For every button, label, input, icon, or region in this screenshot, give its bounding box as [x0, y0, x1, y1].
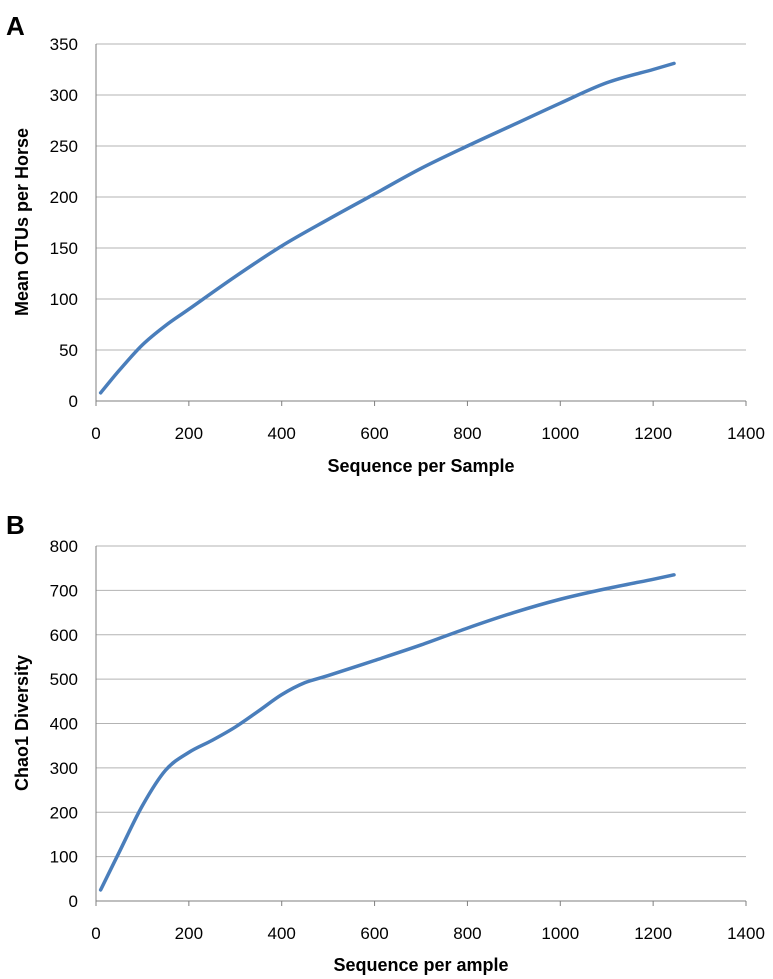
panel-a-x-tick-labels: 0 200 400 600 800 1000 1200 1400 [91, 424, 765, 443]
panel-b-axes [95, 546, 747, 906]
panel-a-y-tick-label: 50 [59, 341, 78, 360]
panel-b-y-tick-label: 400 [50, 715, 78, 734]
panel-a-x-tick-label: 1200 [634, 424, 672, 443]
panel-a-x-tick-label: 0 [91, 424, 100, 443]
panel-a-y-tick-label: 350 [50, 35, 78, 54]
panel-b-y-tick-labels: 0 100 200 300 400 500 600 700 800 [50, 537, 78, 911]
panel-b-gridlines [96, 545, 746, 858]
panel-a-y-tick-label: 100 [50, 290, 78, 309]
panel-b-y-tick-label: 200 [50, 803, 78, 822]
panel-b-y-axis-title: Chao1 Diversity [12, 655, 32, 791]
panel-b-x-tick-label: 800 [453, 924, 481, 943]
panel-b-y-tick-label: 500 [50, 670, 78, 689]
panel-a-x-tick-label: 200 [175, 424, 203, 443]
panel-a-series [98, 61, 676, 395]
panel-b-x-tick-label: 200 [175, 924, 203, 943]
panel-a-x-tick-label: 600 [360, 424, 388, 443]
panel-a-x-tick-label: 1000 [541, 424, 579, 443]
panel-b-y-tick-label: 600 [50, 626, 78, 645]
panel-b-y-tick-label: 700 [50, 581, 78, 600]
panel-b-x-tick-labels: 0 200 400 600 800 1000 1200 1400 [91, 924, 765, 943]
panel-a-y-tick-label: 150 [50, 239, 78, 258]
panel-b-series-line [98, 573, 676, 892]
panel-a-y-tick-label: 200 [50, 188, 78, 207]
panel-b-y-tick-label: 0 [69, 892, 78, 911]
panel-a-x-tick-label: 800 [453, 424, 481, 443]
panel-b-x-tick-label: 1200 [634, 924, 672, 943]
panel-b-x-tick-label: 600 [360, 924, 388, 943]
panel-b-y-tick-label: 300 [50, 759, 78, 778]
panel-a-x-tick-label: 1400 [727, 424, 765, 443]
panel-a-letter: A [6, 11, 25, 41]
panel-a-y-tick-label: 300 [50, 86, 78, 105]
panel-b-x-tick-label: 0 [91, 924, 100, 943]
panel-b-y-tick-label: 800 [50, 537, 78, 556]
panel-a-y-tick-labels: 0 50 100 150 200 250 300 350 [50, 35, 78, 411]
panel-b-x-axis-title: Sequence per ample [333, 955, 508, 975]
panel-a-y-tick-label: 250 [50, 137, 78, 156]
panel-b-y-tick-label: 100 [50, 848, 78, 867]
panel-b-x-tick-label: 1000 [541, 924, 579, 943]
panel-a-series-line [98, 61, 676, 395]
panel-a-chart: A 0 50 100 150 200 250 300 350 0 200 400 600 800 100… [6, 11, 765, 476]
panel-b-series [98, 573, 676, 892]
panel-b-chart: B 0 100 200 300 400 500 600 700 800 0 200 400 600 80… [6, 510, 765, 975]
panel-b-x-tick-label: 400 [268, 924, 296, 943]
panel-a-axes [95, 44, 747, 406]
panel-a-x-axis-title: Sequence per Sample [327, 456, 514, 476]
panel-b-letter: B [6, 510, 25, 540]
panel-a-y-tick-label: 0 [69, 392, 78, 411]
panel-b-x-tick-label: 1400 [727, 924, 765, 943]
panel-a-y-axis-title: Mean OTUs per Horse [12, 128, 32, 316]
panel-a-x-tick-label: 400 [268, 424, 296, 443]
